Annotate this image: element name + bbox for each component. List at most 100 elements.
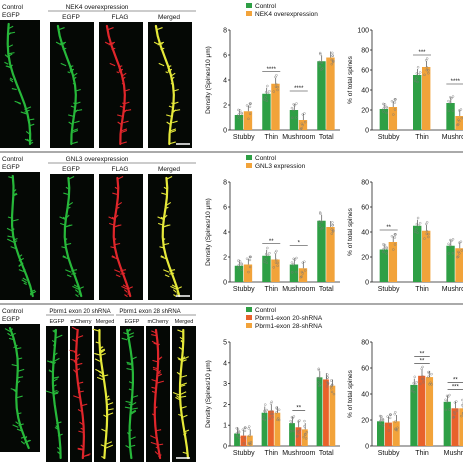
dendritic-spine — [24, 436, 28, 440]
dendritic-spine — [150, 441, 157, 445]
significance-stars: ** — [296, 406, 301, 412]
dendritic-spine — [170, 285, 177, 290]
data-point — [380, 415, 383, 418]
data-point — [382, 107, 385, 110]
bar — [455, 248, 463, 282]
data-point — [318, 64, 322, 68]
bar — [455, 116, 463, 130]
dendritic-spine — [151, 330, 157, 334]
dendritic-spine — [55, 334, 63, 339]
data-point — [318, 384, 321, 388]
legend-swatch — [246, 315, 252, 320]
dendritic-spine — [127, 332, 135, 336]
category-label: Mushroo — [442, 134, 463, 141]
dendritic-spine — [169, 272, 175, 275]
dendritic-spine — [117, 201, 123, 206]
dendritic-spine — [123, 120, 129, 124]
dendritic-spine — [167, 68, 173, 72]
egfp-label: EGFP — [2, 164, 20, 171]
dendrite-shaft — [8, 326, 30, 450]
dendritic-spine — [106, 402, 114, 406]
data-point — [445, 394, 449, 398]
data-point — [276, 85, 279, 89]
bar — [446, 103, 455, 130]
data-point — [303, 433, 307, 436]
data-point — [303, 419, 306, 423]
dendritic-spine — [64, 238, 68, 241]
micrograph-background — [0, 20, 40, 148]
dendritic-spine — [154, 451, 159, 455]
dendritic-spine — [11, 87, 17, 91]
data-point — [290, 106, 294, 110]
dendritic-spine — [170, 72, 176, 77]
data-point — [237, 116, 240, 119]
data-point — [317, 368, 321, 372]
channel-label: Merged — [158, 166, 180, 173]
data-point — [265, 99, 268, 102]
dendritic-spine — [157, 454, 162, 457]
dendritic-spine — [71, 326, 78, 331]
dendritic-spine — [157, 216, 165, 221]
dendritic-spine — [70, 105, 76, 109]
data-point — [292, 415, 296, 418]
data-point — [248, 258, 252, 262]
dendritic-spine — [176, 286, 182, 290]
dendritic-spine — [151, 334, 157, 337]
data-point — [331, 383, 334, 386]
dendritic-spine — [99, 346, 103, 350]
micrograph-image — [146, 326, 170, 462]
significance-stars: ** — [386, 225, 391, 231]
dendritic-spine — [16, 428, 22, 432]
category-label: Mushroo — [442, 286, 463, 293]
dendritic-spine — [18, 257, 24, 262]
dendritic-spine — [54, 352, 58, 356]
dendritic-spine — [126, 336, 132, 340]
data-point — [461, 398, 463, 402]
data-point — [330, 232, 333, 235]
dendritic-spine — [18, 254, 23, 258]
y-tick-label: 0 — [223, 280, 227, 287]
dendritic-spine — [177, 358, 183, 362]
data-point — [451, 252, 455, 255]
dendritic-spine — [179, 384, 186, 388]
bar — [410, 384, 418, 446]
dendritic-spine — [157, 343, 161, 347]
channel-label: EGFP — [125, 319, 140, 325]
data-point — [326, 373, 329, 376]
dendritic-spine — [111, 47, 116, 50]
bar — [317, 220, 326, 282]
dendritic-spine — [155, 429, 162, 432]
data-point — [393, 108, 397, 111]
dendritic-spine — [11, 364, 18, 367]
data-point — [248, 255, 252, 258]
dendritic-spine — [157, 372, 161, 375]
significance-stars: *** — [418, 50, 426, 56]
dendrite-shaft — [63, 176, 83, 298]
data-point — [291, 271, 294, 274]
data-point — [319, 52, 322, 56]
legend-label: Control — [255, 3, 277, 10]
dendritic-spine — [53, 329, 57, 332]
data-point — [275, 406, 278, 409]
dendritic-spine — [177, 357, 183, 361]
data-point — [416, 80, 419, 84]
dendritic-spine — [113, 224, 120, 228]
data-point — [291, 116, 294, 120]
dendritic-spine — [9, 64, 13, 68]
y-axis-label: Density (Spines/10 μm) — [205, 360, 212, 428]
data-point — [393, 98, 397, 101]
dendritic-spine — [182, 356, 186, 360]
dendritic-spine — [124, 289, 128, 293]
data-point — [390, 100, 394, 103]
micrograph-image — [50, 174, 94, 300]
egfp-label: EGFP — [2, 316, 20, 323]
data-point — [264, 90, 268, 94]
dendritic-spine — [20, 440, 26, 445]
dendritic-spine — [17, 357, 23, 360]
data-point — [394, 427, 397, 430]
bar — [271, 83, 280, 130]
data-point — [330, 387, 333, 390]
bar — [329, 385, 336, 446]
data-point — [235, 434, 239, 438]
